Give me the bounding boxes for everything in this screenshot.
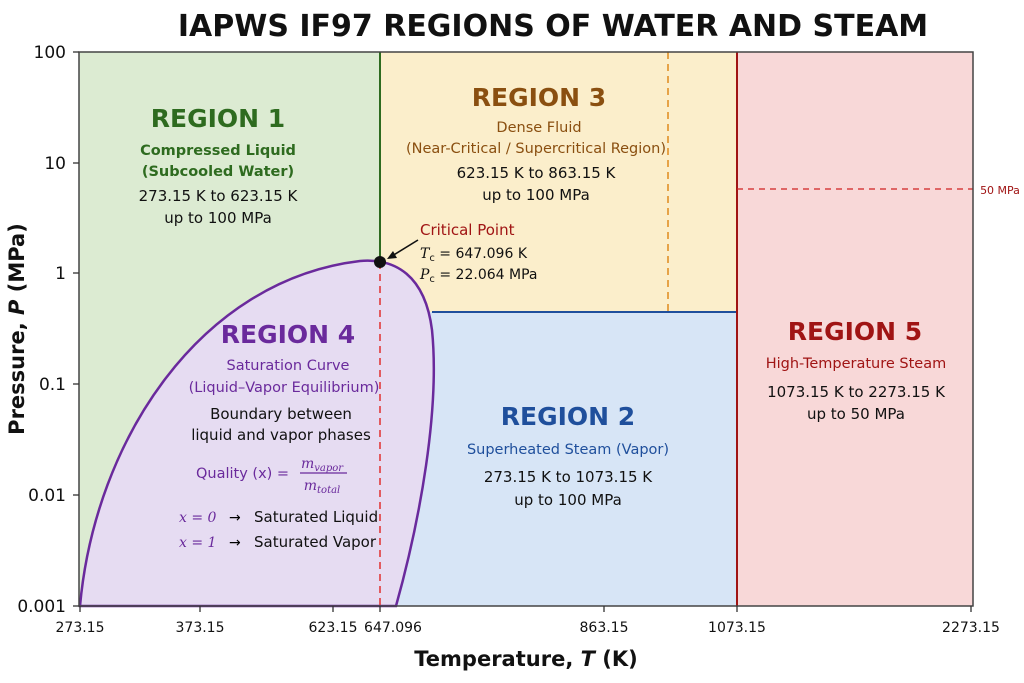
critical-pressure: Pc = 22.064 MPa bbox=[419, 267, 537, 285]
region-2-label: REGION 2 Superheated Steam (Vapor) 273.1… bbox=[467, 402, 669, 509]
region-3-label: REGION 3 Dense Fluid (Near-Critical / Su… bbox=[406, 83, 666, 204]
50-mpa-label: 50 MPa bbox=[980, 184, 1020, 197]
arrow-head-icon bbox=[387, 251, 397, 259]
region-4-body-2: liquid and vapor phases bbox=[191, 426, 371, 444]
y-tick-label: 0.1 bbox=[39, 375, 66, 395]
critical-point-title: Critical Point bbox=[420, 221, 515, 239]
region-3-range: 623.15 K to 863.15 K bbox=[457, 164, 617, 182]
region-3-title: REGION 3 bbox=[472, 83, 606, 112]
x-tick-label: 623.15 bbox=[309, 620, 358, 636]
quality-denominator: mtotal bbox=[304, 478, 341, 496]
region-1-subtitle: Compressed Liquid bbox=[140, 143, 296, 159]
x-axis-title: Temperature, T (K) bbox=[414, 647, 637, 671]
x-tick-label: 863.15 bbox=[580, 620, 629, 636]
y-tick-label: 0.001 bbox=[17, 597, 66, 617]
x-tick-label: 373.15 bbox=[176, 620, 225, 636]
region-2-title: REGION 2 bbox=[501, 402, 635, 431]
region-2-range: 273.15 K to 1073.15 K bbox=[484, 468, 653, 486]
region-4-title: REGION 4 bbox=[221, 320, 355, 349]
x-axis: 273.15 373.15 623.15 647.096 863.15 1073… bbox=[56, 606, 1000, 636]
region-4-label: REGION 4 Saturation Curve (Liquid–Vapor … bbox=[179, 320, 379, 551]
region-2-subtitle: Superheated Steam (Vapor) bbox=[467, 442, 669, 458]
quality-numerator: mvapor bbox=[301, 456, 344, 474]
region-1-subtitle-2: (Subcooled Water) bbox=[142, 164, 294, 180]
y-axis: 100 10 1 0.1 0.01 0.001 bbox=[17, 43, 79, 617]
quality-x0: x = 0 bbox=[179, 510, 217, 526]
y-tick-label: 10 bbox=[44, 154, 66, 174]
critical-temperature: Tc = 647.096 K bbox=[420, 246, 528, 264]
region-3-subtitle: Dense Fluid bbox=[496, 120, 581, 136]
plot-frame bbox=[78, 51, 974, 607]
region-4-subtitle: Saturation Curve bbox=[227, 358, 350, 374]
y-tick-label: 100 bbox=[34, 43, 66, 63]
region-5-limit: up to 50 MPa bbox=[807, 405, 905, 423]
chart-title: IAPWS IF97 REGIONS OF WATER AND STEAM bbox=[178, 9, 928, 44]
x-tick-label: 2273.15 bbox=[942, 620, 1000, 636]
region-2-limit: up to 100 MPa bbox=[514, 491, 622, 509]
region-1-label: REGION 1 Compressed Liquid (Subcooled Wa… bbox=[139, 104, 299, 227]
region-5-area bbox=[737, 52, 973, 606]
region-3-limit: up to 100 MPa bbox=[482, 186, 590, 204]
quality-x1-desc: Saturated Vapor bbox=[254, 533, 377, 551]
region-1-range: 273.15 K to 623.15 K bbox=[139, 187, 299, 205]
x-tick-label: 647.096 bbox=[364, 620, 422, 636]
region-5-range: 1073.15 K to 2273.15 K bbox=[767, 383, 946, 401]
region-3-subtitle-2: (Near-Critical / Supercritical Region) bbox=[406, 141, 666, 157]
region-1-limit: up to 100 MPa bbox=[164, 209, 272, 227]
critical-point-marker bbox=[374, 256, 386, 268]
region-4-saturation-area bbox=[78, 259, 436, 608]
quality-x0-desc: Saturated Liquid bbox=[254, 508, 378, 526]
quality-x1: x = 1 bbox=[179, 535, 216, 551]
region-5-label: REGION 5 High-Temperature Steam 1073.15 … bbox=[766, 317, 947, 423]
arrow-icon: → bbox=[229, 510, 241, 526]
region-1-title: REGION 1 bbox=[151, 104, 285, 133]
quality-formula: Quality (x) = mvapor mtotal bbox=[196, 456, 347, 496]
y-tick-label: 1 bbox=[55, 264, 66, 284]
region-4-subtitle-2: (Liquid–Vapor Equilibrium) bbox=[189, 380, 380, 396]
region-2-area bbox=[380, 312, 737, 606]
x-tick-label: 273.15 bbox=[56, 620, 105, 636]
region-3-area bbox=[380, 52, 737, 312]
y-tick-label: 0.01 bbox=[28, 486, 66, 506]
x-tick-label: 1073.15 bbox=[708, 620, 766, 636]
quality-label: Quality (x) = bbox=[196, 466, 289, 482]
region-5-title: REGION 5 bbox=[788, 317, 922, 346]
y-axis-title: Pressure, P (MPa) bbox=[5, 223, 29, 435]
region-4-body-1: Boundary between bbox=[210, 405, 352, 423]
arrow-icon: → bbox=[229, 535, 241, 551]
critical-point-annotation: Critical Point Tc = 647.096 K Pc = 22.06… bbox=[374, 221, 537, 285]
region-5-subtitle: High-Temperature Steam bbox=[766, 356, 947, 372]
